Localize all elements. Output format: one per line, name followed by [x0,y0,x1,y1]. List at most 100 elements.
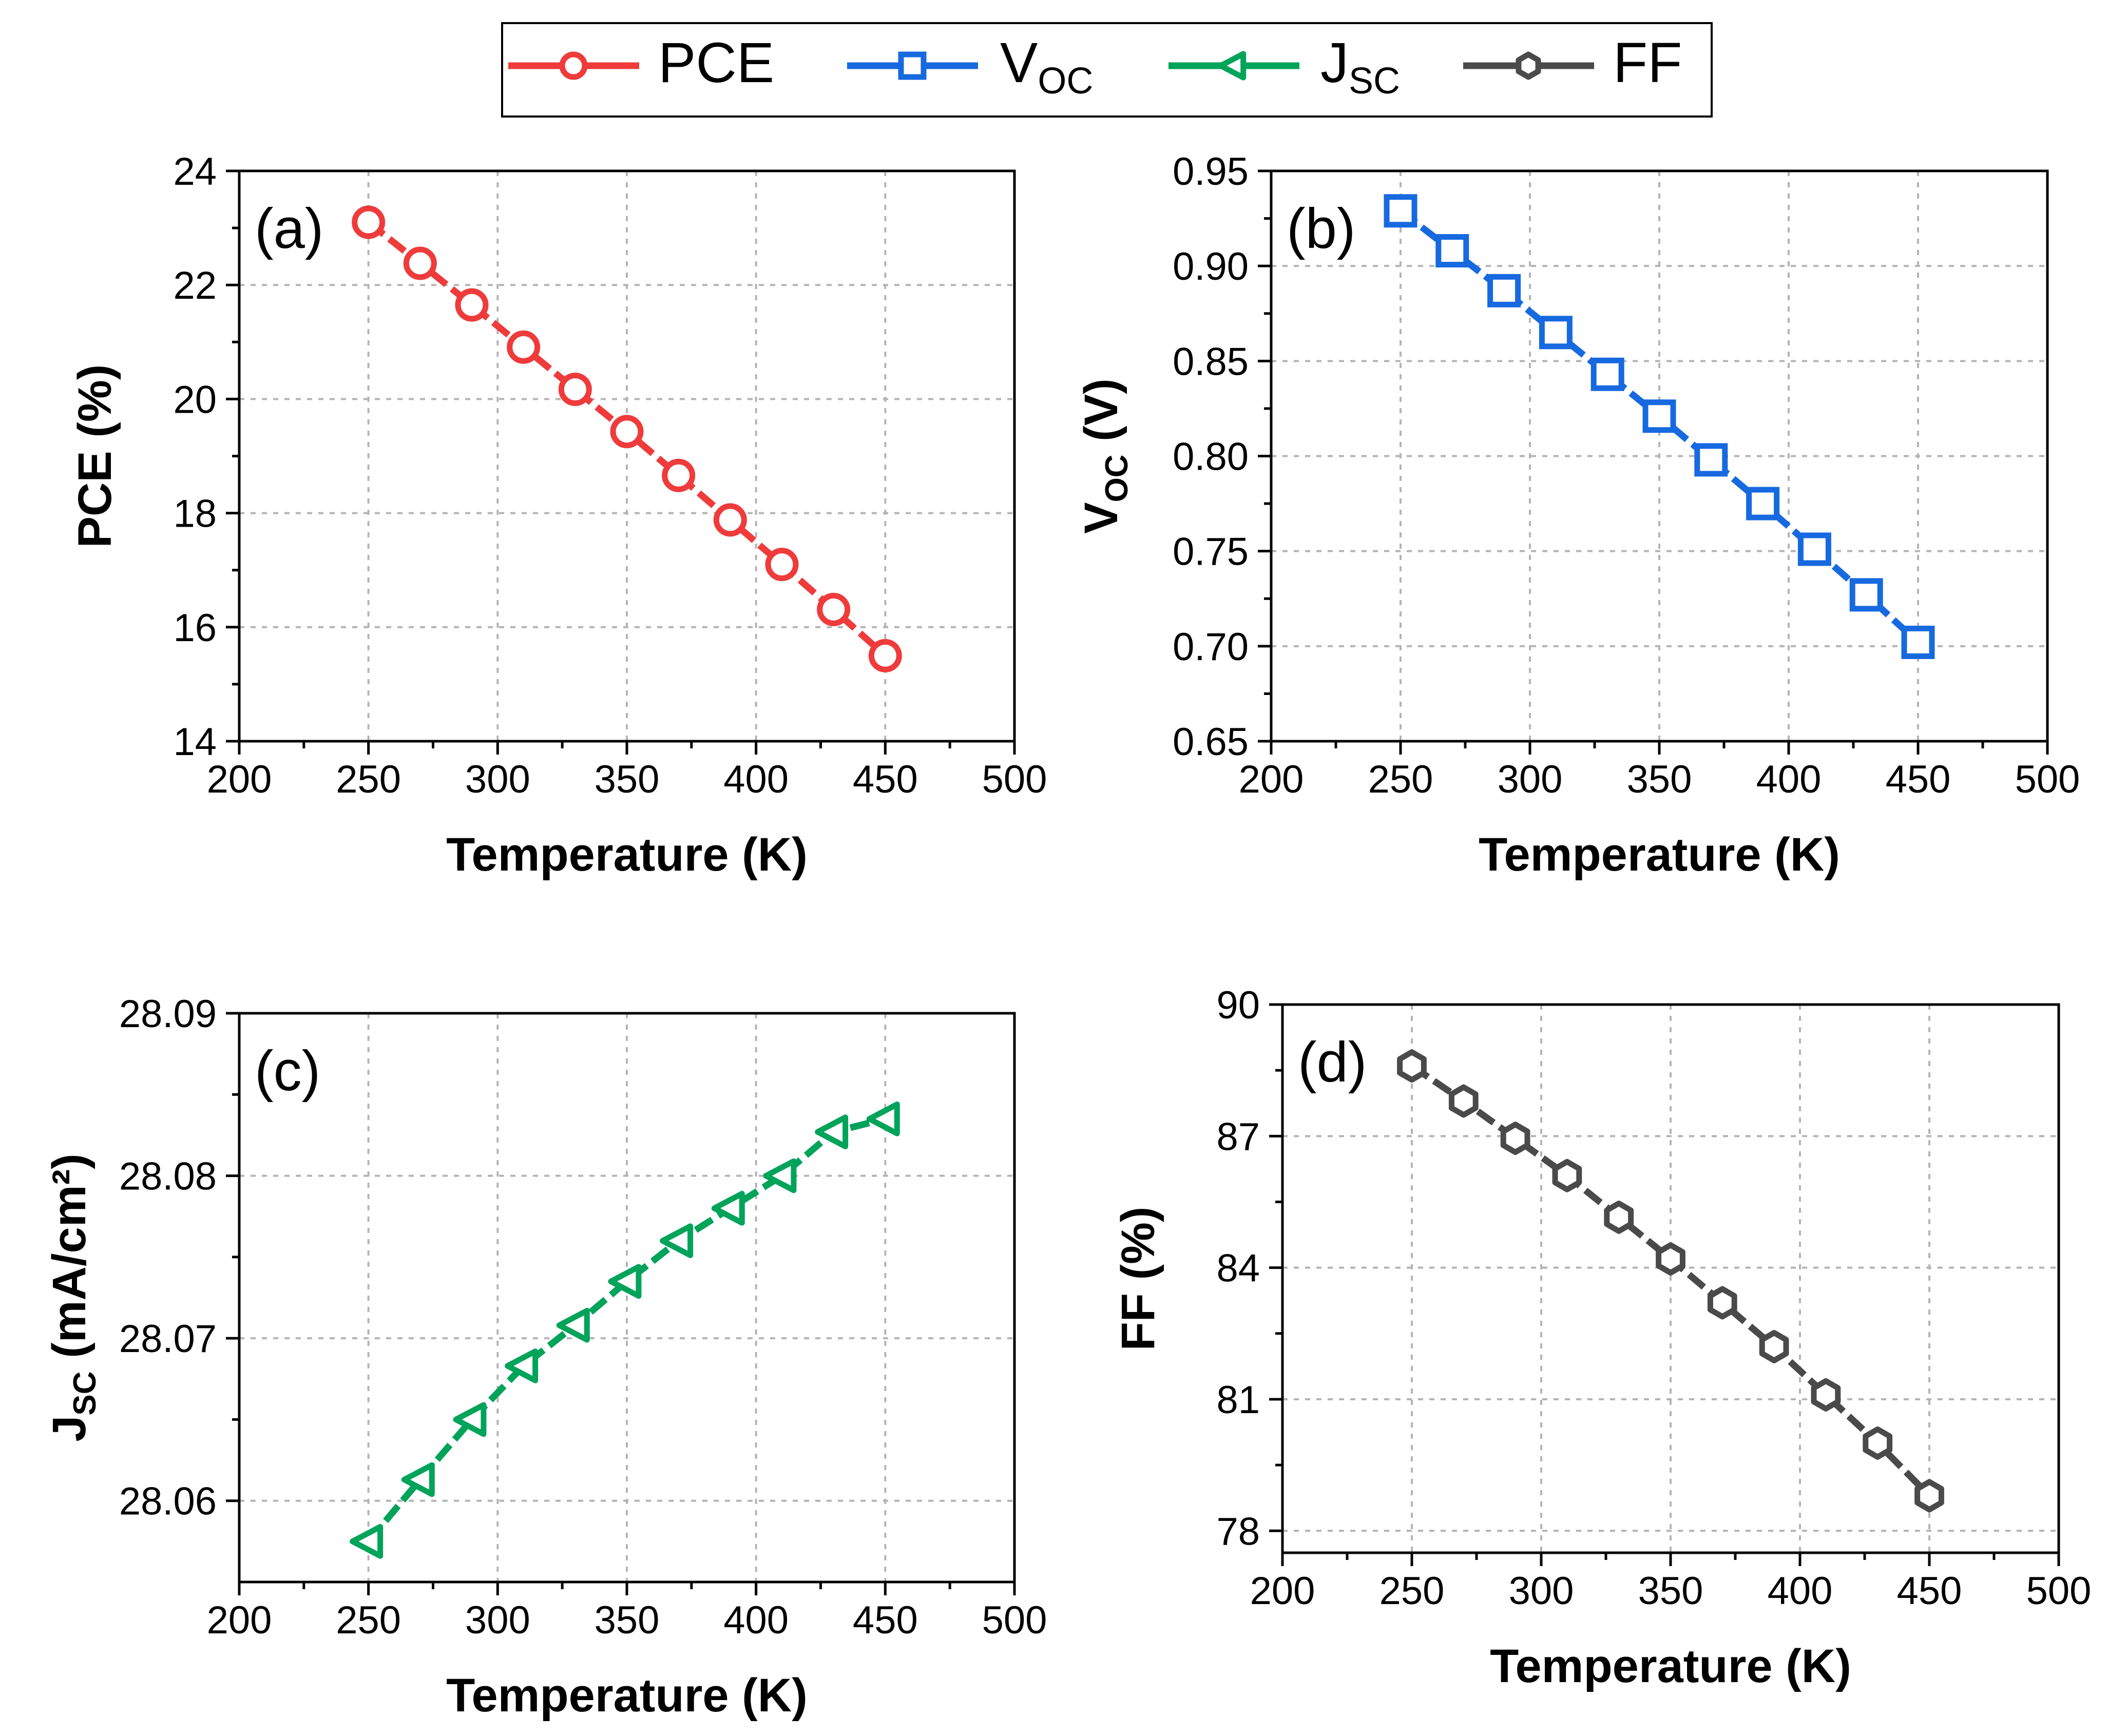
data-point [505,1348,539,1383]
data-point [352,205,386,239]
x-axis-title: Temperature (K) [1490,1640,1851,1692]
data-point [765,548,799,582]
data-point [711,1191,745,1226]
y-tick-label: 84 [1216,1247,1260,1290]
y-tick-label: 28.06 [119,1480,217,1523]
data-point [1435,234,1469,268]
x-tick-label: 450 [1886,758,1951,801]
panel-label: (d) [1298,1031,1367,1094]
y-tick-label: 28.07 [119,1317,217,1361]
x-tick-label: 350 [1638,1569,1703,1613]
y-tick-label: 22 [173,264,217,307]
y-axis-title: PCE (%) [69,364,121,548]
data-point [401,1462,435,1497]
x-tick-label: 300 [1509,1569,1574,1613]
x-tick-label: 200 [207,758,272,801]
legend-marker-ff [1516,51,1541,80]
x-tick-label: 250 [1368,758,1433,801]
y-tick-label: 0.85 [1173,340,1249,383]
y-axis-title: JSC (mA/cm²) [43,1153,103,1442]
legend-label-voc: VOC [1000,31,1093,102]
x-tick-label: 500 [2015,758,2080,801]
panel-c: 200 250 300 350 400 450 500 28.06 28.07 28.08 28.0… [43,992,1047,1722]
x-tick-label: 300 [465,758,530,801]
data-point [815,1114,849,1149]
x-tick-label: 350 [595,758,660,801]
panel-label: (b) [1287,197,1355,260]
data-point [1487,274,1521,307]
panel-a: 200 250 300 350 400 450 500 14 16 18 20 22 24 Tempera… [69,150,1047,881]
data-point [507,330,541,364]
y-tick-label: 0.90 [1173,245,1249,288]
data-point [455,288,489,322]
x-tick-label: 250 [336,758,401,801]
data-point [1746,487,1780,520]
y-tick-label: 78 [1216,1510,1260,1553]
legend-marker-jsc [1218,51,1247,81]
data-point [1914,1479,1944,1513]
x-tick-label: 450 [853,1598,918,1642]
data-point [610,415,644,449]
data-point [1539,316,1573,350]
y-tick-label: 24 [173,150,217,194]
data-point [1384,194,1417,228]
data-point [558,373,592,407]
data-point [763,1158,797,1193]
data-point [453,1402,487,1437]
data-point [868,639,902,672]
data-point [556,1307,590,1343]
x-axis-title: Temperature (K) [446,828,808,881]
y-tick-label: 0.75 [1173,530,1249,574]
panel-b: 200 250 300 350 400 450 500 0.65 0.70 0.75 0.80 0.8… [1075,150,2080,881]
y-axis-title: FF (%) [1112,1206,1164,1351]
legend-label-pce: PCE [658,31,774,94]
x-tick-label: 400 [1768,1569,1833,1613]
x-tick-label: 300 [465,1598,530,1642]
x-tick-label: 400 [1756,758,1822,801]
x-axis-title: Temperature (K) [446,1669,808,1722]
legend-label-jsc: JSC [1320,31,1400,102]
data-point [662,458,696,492]
x-tick-label: 500 [982,1598,1047,1642]
data-point [1656,1242,1685,1276]
panel-label: (a) [255,197,323,260]
data-point [1397,1049,1427,1083]
legend-marker-pce [559,51,588,80]
data-point [1604,1200,1634,1234]
data-point [608,1264,642,1299]
x-tick-label: 250 [336,1598,401,1642]
x-tick-label: 400 [723,1598,789,1642]
data-point [403,246,437,280]
y-tick-label: 81 [1216,1378,1260,1422]
y-tick-label: 20 [173,378,217,421]
data-point [1590,357,1624,391]
x-tick-label: 350 [595,1598,660,1642]
x-tick-label: 300 [1498,758,1563,801]
x-tick-label: 200 [1250,1569,1315,1613]
y-tick-label: 0.70 [1173,625,1249,669]
data-point [1849,578,1883,612]
y-tick-label: 87 [1216,1115,1260,1159]
panel-label: (c) [255,1039,320,1103]
y-tick-label: 16 [173,606,217,650]
x-tick-label: 350 [1627,758,1692,801]
data-point [1448,1084,1479,1118]
data-point [1901,625,1935,659]
y-tick-label: 14 [173,720,217,764]
data-point [1863,1426,1893,1460]
x-axis-title: Temperature (K) [1479,828,1840,881]
y-tick-label: 18 [173,492,217,536]
legend-label-ff: FF [1613,31,1682,94]
data-point [1694,443,1728,477]
y-tick-label: 0.95 [1173,150,1249,194]
data-point [1642,399,1676,433]
y-tick-label: 28.08 [119,1155,217,1199]
x-tick-label: 250 [1379,1569,1445,1613]
data-point [817,592,851,626]
y-tick-label: 90 [1216,983,1260,1027]
data-point [350,1524,384,1559]
y-tick-label: 0.80 [1173,435,1249,479]
x-tick-label: 200 [1239,758,1304,801]
x-tick-label: 200 [207,1598,272,1642]
